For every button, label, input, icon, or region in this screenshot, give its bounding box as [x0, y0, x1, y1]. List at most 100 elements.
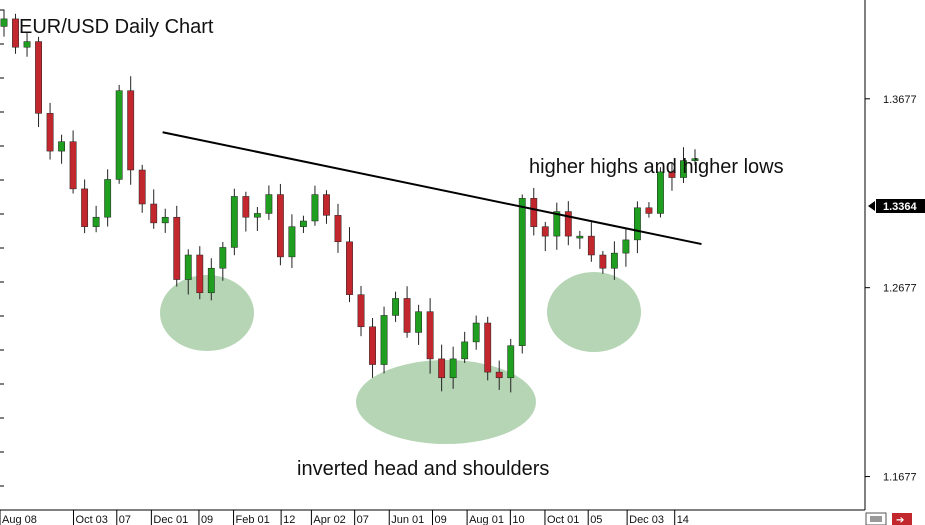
x-tick-label: 12	[283, 514, 295, 525]
highlight-areas	[160, 272, 641, 444]
candle-body	[691, 158, 699, 161]
candle-body	[668, 171, 676, 178]
x-axis-ticks: Aug 08 Oct 03 07 Dec 01 09 Feb 01 12 Apr 02 07 Ju…	[0, 510, 689, 525]
candle-body	[115, 90, 123, 180]
y-tick-label: 1.1677	[883, 472, 917, 484]
candle-body	[495, 371, 503, 379]
x-tick-label: Oct 01	[547, 514, 579, 525]
head-highlight	[356, 360, 536, 444]
x-tick-label: Dec 01	[153, 514, 188, 525]
candle-body	[207, 267, 215, 294]
candle-body	[518, 198, 526, 346]
annotation-higher-highs: higher highs and higher lows	[529, 156, 784, 178]
candle-body	[311, 194, 319, 222]
candle-body	[553, 211, 561, 237]
y-axis-ticks: 1.1677 1.2677 1.3677	[0, 9, 917, 487]
candle-body	[530, 198, 538, 227]
left-shoulder-highlight	[160, 275, 254, 351]
candle-body	[461, 341, 469, 360]
candle-body	[484, 322, 492, 373]
candle-body	[472, 322, 480, 343]
candle-body	[288, 226, 296, 258]
candle-body	[184, 254, 192, 280]
candle-body	[35, 41, 42, 114]
x-tick-label: 09	[201, 514, 213, 525]
candles	[0, 9, 699, 393]
chart-title: EUR/USD Daily Chart	[19, 16, 214, 38]
candle-body	[380, 315, 388, 365]
candle-body	[599, 254, 607, 269]
candle-body	[219, 247, 227, 269]
candle-body	[392, 298, 399, 316]
x-tick-label: 07	[119, 514, 131, 525]
x-tick-label: Aug 01	[469, 514, 504, 525]
y-tick-label: 1.2677	[883, 283, 917, 295]
candle-body	[46, 113, 54, 152]
price-pointer-icon	[868, 201, 875, 211]
candle-body	[92, 216, 100, 227]
scroll-left-icon[interactable]	[865, 512, 887, 525]
price-box	[876, 199, 925, 213]
x-tick-label: Oct 03	[76, 514, 108, 525]
candle-body	[323, 194, 330, 216]
x-tick-label: 05	[590, 514, 602, 525]
x-tick-label: Jun 01	[391, 514, 424, 525]
candle-body	[610, 252, 618, 269]
y-tick-label: 1.3677	[883, 94, 917, 106]
svg-text:➔: ➔	[896, 515, 904, 525]
candle-body	[23, 41, 31, 48]
x-tick-label: 10	[512, 514, 524, 525]
candle-body	[541, 226, 549, 237]
candle-body	[242, 196, 250, 218]
candle-body	[633, 207, 641, 241]
neckline-trendline	[162, 131, 702, 246]
candle-body	[230, 196, 238, 248]
candle-body	[645, 207, 653, 214]
candle-body	[196, 254, 204, 294]
candle-body	[12, 18, 19, 48]
candle-body	[657, 171, 664, 214]
candle-body	[426, 311, 434, 360]
candle-body	[276, 194, 284, 258]
candle-body	[438, 358, 446, 379]
candle-body	[403, 298, 411, 333]
candle-body	[161, 216, 169, 224]
candle-body	[369, 326, 376, 365]
candle-body	[300, 220, 307, 227]
candle-body	[622, 239, 630, 254]
candle-body	[449, 358, 457, 379]
x-tick-label: Apr 02	[313, 514, 345, 525]
annotation-inverted-head-shoulders: inverted head and shoulders	[297, 458, 549, 480]
candle-body	[150, 203, 158, 224]
candle-body	[576, 235, 584, 239]
current-price-marker: 1.3364	[868, 199, 925, 213]
candle-body	[587, 235, 595, 256]
x-tick-label: 07	[357, 514, 369, 525]
candle-body	[81, 188, 89, 227]
x-tick-label: Dec 03	[629, 514, 664, 525]
current-price-label: 1.3364	[883, 201, 918, 213]
candle-body	[265, 194, 273, 214]
candle-body	[564, 211, 572, 237]
candle-body	[346, 241, 353, 295]
candle-body	[138, 169, 146, 205]
candle-body	[357, 294, 365, 328]
candle-body	[507, 345, 515, 379]
candle-body	[58, 141, 66, 152]
candle-body	[0, 18, 8, 27]
candle-body	[173, 216, 181, 280]
x-tick-label: Feb 01	[236, 514, 270, 525]
candle-body	[127, 90, 135, 171]
x-tick-label: 09	[435, 514, 447, 525]
candle-body	[415, 311, 423, 333]
candle-body	[253, 213, 261, 218]
candle-body	[334, 215, 342, 243]
scroll-right-icon[interactable]: ➔	[892, 513, 912, 525]
candle-body	[104, 179, 112, 218]
x-tick-label: Aug 08	[2, 514, 37, 525]
candle-body	[69, 141, 77, 190]
candle-body	[680, 160, 687, 178]
x-tick-label: 14	[677, 514, 689, 525]
right-shoulder-highlight	[547, 272, 641, 352]
